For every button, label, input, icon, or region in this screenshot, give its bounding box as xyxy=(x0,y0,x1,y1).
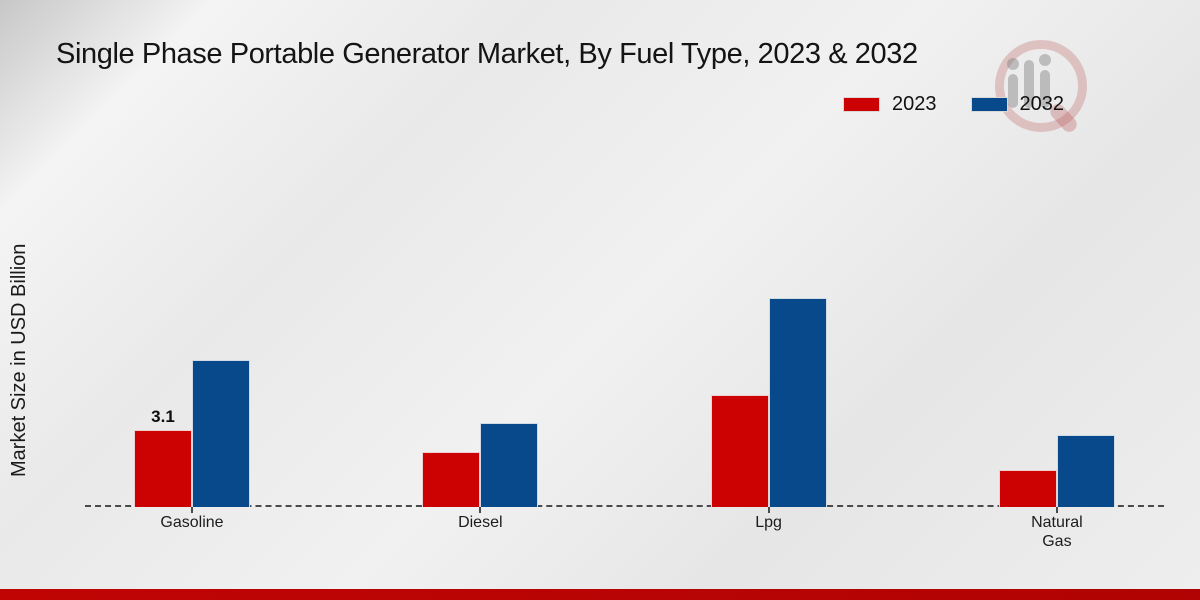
y-axis-label: Market Size in USD Billion xyxy=(8,243,30,477)
legend-swatch-2032 xyxy=(970,97,1008,112)
legend: 2023 2032 xyxy=(843,93,1064,116)
bar-natural-gas-2032 xyxy=(1056,435,1115,507)
legend-label-2023: 2023 xyxy=(892,93,937,115)
data-label-gasoline-2023: 3.1 xyxy=(151,407,175,426)
legend-swatch-2023 xyxy=(843,97,880,112)
bar-lpg-2023 xyxy=(710,395,769,507)
legend-item-2023: 2023 xyxy=(843,93,937,116)
watermark-dot-icon xyxy=(1007,58,1019,70)
bar-gasoline-2023 xyxy=(134,430,192,507)
bar-gasoline-2032 xyxy=(192,360,250,507)
x-axis-label-gasoline: Gasoline xyxy=(160,514,224,531)
x-axis-tick-lpg xyxy=(767,507,770,513)
bar-natural-gas-2023 xyxy=(998,470,1057,507)
x-axis-tick-gasoline xyxy=(191,507,193,513)
bar-lpg-2032 xyxy=(768,298,827,507)
bar-diesel-2032 xyxy=(480,423,539,507)
watermark-bar-icon xyxy=(1040,70,1050,108)
chart-title: Single Phase Portable Generator Market, … xyxy=(56,38,918,70)
watermark-magnifier-ring-icon xyxy=(995,40,1087,132)
x-axis-tick-natural-gas xyxy=(1055,507,1058,513)
legend-label-2032: 2032 xyxy=(1019,93,1065,115)
x-axis-label-diesel: Diesel xyxy=(458,514,503,531)
legend-item-2032: 2032 xyxy=(970,93,1065,116)
bottom-accent-bar xyxy=(0,589,1200,600)
x-axis-baseline xyxy=(85,505,1164,507)
x-axis-tick-diesel xyxy=(479,507,482,513)
watermark-bar-icon xyxy=(1008,74,1018,108)
watermark-bar-icon xyxy=(1024,60,1034,108)
watermark-dot-icon xyxy=(1039,54,1051,66)
bar-diesel-2023 xyxy=(422,452,481,507)
x-axis-label-lpg: Lpg xyxy=(755,514,782,531)
x-axis-label-natural-gas: Natural Gas xyxy=(1031,514,1083,550)
